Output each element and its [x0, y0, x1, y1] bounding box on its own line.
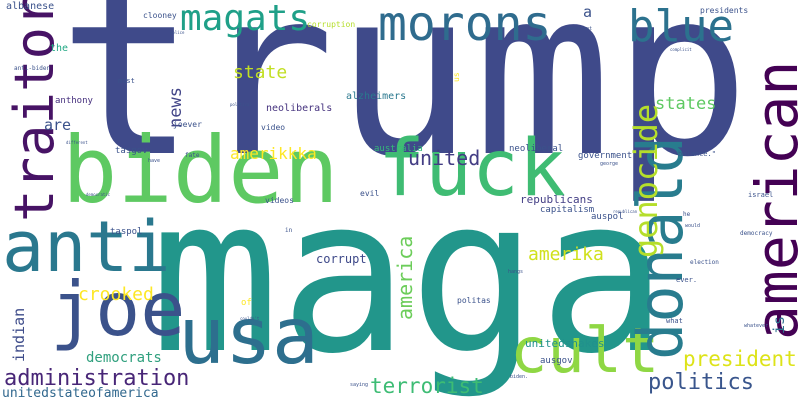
- word-states: states: [655, 94, 717, 114]
- word-democracy: democracy: [740, 230, 773, 237]
- word-traitor: traitor: [3, 0, 66, 222]
- word-what: what: [666, 317, 683, 325]
- word-political: political: [230, 102, 252, 107]
- word-government: government: [578, 151, 633, 161]
- word-joe: joe: [50, 265, 186, 353]
- word-corruption: corruption: [307, 20, 356, 29]
- word-in: in: [285, 227, 293, 234]
- word-evil: evil: [360, 189, 380, 198]
- word-biden-dot: biden.: [510, 374, 529, 380]
- word-usa: usa: [178, 292, 319, 382]
- word-politics: politics: [648, 370, 754, 395]
- word-president: president: [683, 347, 797, 371]
- word-albanese: albanese: [6, 1, 55, 12]
- word-america: america: [393, 235, 417, 320]
- word-he: he: [683, 211, 691, 218]
- word-fate: fate: [185, 152, 200, 159]
- word-most: most: [118, 77, 135, 85]
- word-of: of: [241, 298, 252, 308]
- word-indian: indian: [10, 307, 28, 362]
- word-taspol: taspol: [110, 227, 143, 237]
- word-is: is: [770, 315, 788, 334]
- word-maga: maga: [150, 150, 668, 400]
- word-saying: saying: [350, 382, 369, 388]
- word-balance: balance.": [678, 150, 716, 158]
- word-neoliberal: neoliberal: [509, 144, 564, 154]
- word-blue: blue: [628, 1, 734, 52]
- word-videos: videos: [265, 196, 294, 205]
- word-are: are: [44, 116, 72, 134]
- word-tasgov: tasgov: [115, 146, 148, 156]
- word-alzheimers: alzheimers: [346, 91, 407, 102]
- word-morons: morons: [378, 0, 552, 52]
- word-democrats: democrats: [86, 350, 162, 366]
- word-ever: ever.: [676, 276, 698, 284]
- word-israel: israel: [748, 191, 774, 199]
- word-state: state: [233, 62, 288, 83]
- word-auspol: auspol: [591, 212, 624, 222]
- word-would: would: [685, 223, 701, 229]
- word-the: the: [50, 43, 69, 54]
- word-clooney: clooney: [143, 11, 177, 20]
- word-joever: joever: [173, 120, 202, 129]
- word-australia: australia: [374, 144, 423, 154]
- word-republican: republican: [613, 209, 638, 214]
- word-election: election: [690, 259, 719, 266]
- word-amerika: amerika: [528, 244, 604, 265]
- word-different: different: [66, 140, 88, 145]
- word-neoliberals: neoliberals: [266, 103, 333, 114]
- word-ausgov: ausgov: [540, 356, 573, 366]
- word-administration: administration: [4, 366, 190, 391]
- word-presidents: presidents: [700, 6, 749, 15]
- word-genocide: genocide: [627, 103, 665, 258]
- word-unitedsnakes: unitedsnakes: [525, 337, 605, 350]
- word-crooked: crooked: [78, 284, 154, 305]
- word-couldnt: couldn't: [240, 316, 260, 321]
- word-magats: magats: [180, 0, 311, 39]
- word-a: a: [583, 3, 593, 21]
- word-democratic: democratic: [86, 192, 111, 197]
- word-complicit: complicit: [670, 47, 692, 52]
- word-amerikkka: amerikkka: [230, 144, 317, 163]
- word-corrupt: corrupt: [316, 252, 367, 266]
- word-anti-biden: anti-biden: [14, 65, 51, 72]
- word-unitedstateofamerica: unitedstateofamerica: [2, 386, 159, 400]
- word-whatever: whatever: [744, 323, 769, 329]
- word-republicans: republicans: [520, 193, 593, 206]
- word-video: video: [261, 123, 286, 132]
- word-terrorist: terrorist: [370, 374, 484, 398]
- word-cult: cult: [510, 314, 660, 387]
- word-biden: biden: [62, 117, 339, 224]
- word-united: united: [408, 146, 481, 170]
- word-trump: trump: [58, 0, 751, 208]
- word-anthony: anthony: [55, 96, 93, 106]
- word-important: important: [565, 26, 593, 32]
- word-hangs: hangs: [508, 269, 524, 275]
- word-police: police: [170, 30, 185, 35]
- word-anti: anti: [2, 206, 171, 288]
- word-have: have: [148, 158, 161, 164]
- word-capitalism: capitalism: [540, 205, 595, 215]
- word-us: us: [452, 72, 461, 82]
- word-fuck: fuck: [378, 124, 566, 214]
- word-politas: politas: [457, 296, 491, 305]
- word-george: george: [600, 161, 619, 167]
- word-american: american: [743, 60, 800, 340]
